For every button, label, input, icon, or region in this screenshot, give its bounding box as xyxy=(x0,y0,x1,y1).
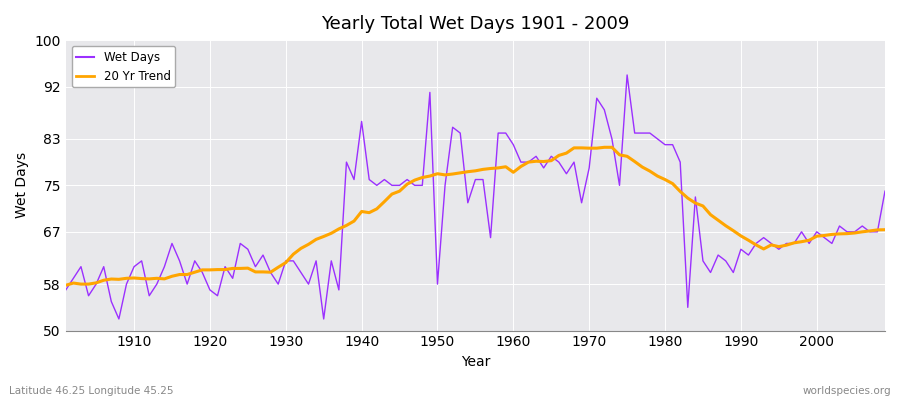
Text: worldspecies.org: worldspecies.org xyxy=(803,386,891,396)
X-axis label: Year: Year xyxy=(461,355,491,369)
Legend: Wet Days, 20 Yr Trend: Wet Days, 20 Yr Trend xyxy=(72,46,176,87)
Text: Latitude 46.25 Longitude 45.25: Latitude 46.25 Longitude 45.25 xyxy=(9,386,174,396)
Title: Yearly Total Wet Days 1901 - 2009: Yearly Total Wet Days 1901 - 2009 xyxy=(321,15,630,33)
Y-axis label: Wet Days: Wet Days xyxy=(15,152,29,218)
